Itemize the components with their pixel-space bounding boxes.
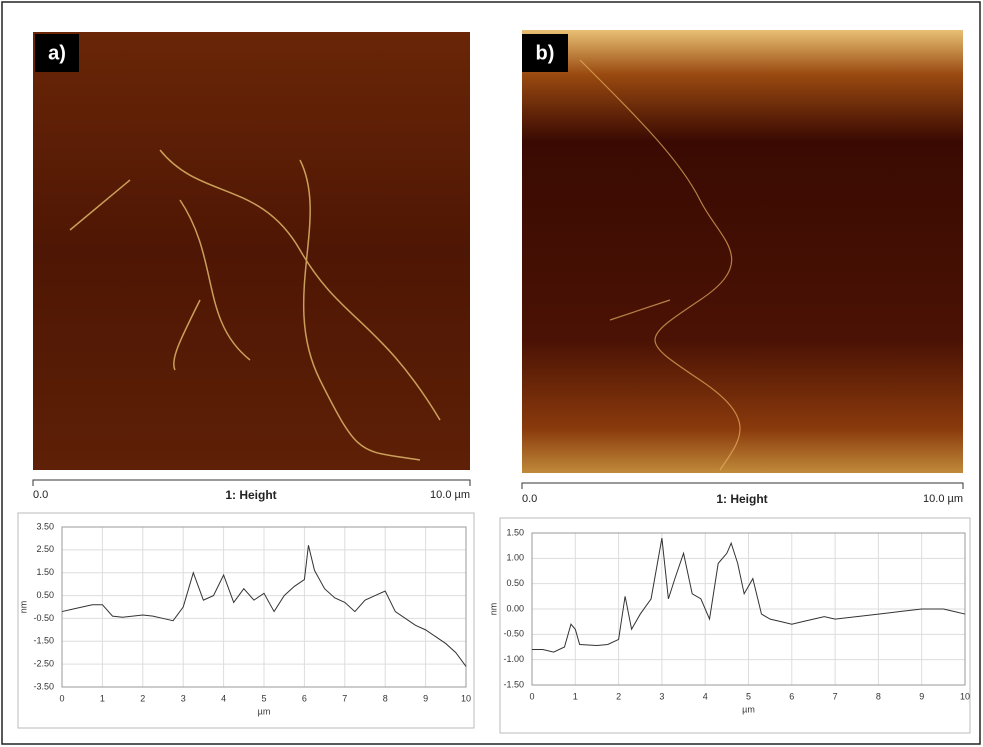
x-tick-label: 7 bbox=[833, 691, 838, 701]
x-tick-label: 9 bbox=[423, 693, 428, 703]
y-tick-label: 2.50 bbox=[36, 544, 54, 554]
scale-title: 1: Height bbox=[716, 492, 767, 506]
fibrils bbox=[579, 59, 741, 471]
y-tick-label: 3.50 bbox=[36, 521, 54, 531]
plot-area bbox=[61, 526, 467, 688]
y-axis-label: nm bbox=[488, 603, 498, 616]
x-tick-label: 7 bbox=[342, 693, 347, 703]
scale-end: 10.0 µm bbox=[923, 493, 963, 505]
scale-bar bbox=[32, 479, 964, 489]
scale-start: 0.0 bbox=[522, 493, 537, 505]
x-tick-label: 3 bbox=[181, 693, 186, 703]
x-tick-label: 6 bbox=[789, 691, 794, 701]
chart-frame bbox=[499, 517, 971, 734]
afm-image bbox=[33, 32, 470, 470]
panel-label: b) bbox=[536, 42, 555, 64]
x-axis-label: µm bbox=[258, 706, 271, 716]
x-tick-label: 1 bbox=[573, 691, 578, 701]
fibrils bbox=[69, 149, 441, 461]
x-tick-label: 0 bbox=[59, 693, 64, 703]
scale-title: 1: Height bbox=[225, 488, 276, 502]
y-tick-label: -0.50 bbox=[33, 613, 54, 623]
y-tick-label: 0.00 bbox=[506, 603, 524, 613]
y-tick-label: -1.50 bbox=[503, 679, 524, 689]
x-tick-label: 9 bbox=[919, 691, 924, 701]
x-tick-label: 5 bbox=[261, 693, 266, 703]
x-tick-label: 4 bbox=[221, 693, 226, 703]
x-tick-label: 10 bbox=[461, 693, 471, 703]
plot-area bbox=[531, 532, 966, 686]
y-axis-label: nm bbox=[18, 601, 28, 614]
x-tick-label: 10 bbox=[960, 691, 970, 701]
y-tick-label: -3.50 bbox=[33, 681, 54, 691]
y-tick-label: 1.00 bbox=[506, 553, 524, 563]
afm-image bbox=[522, 30, 963, 473]
y-tick-label: 0.50 bbox=[36, 590, 54, 600]
x-tick-label: 5 bbox=[746, 691, 751, 701]
x-tick-label: 6 bbox=[302, 693, 307, 703]
x-tick-label: 2 bbox=[140, 693, 145, 703]
x-tick-label: 3 bbox=[659, 691, 664, 701]
x-axis-label: µm bbox=[742, 704, 755, 714]
x-tick-label: 1 bbox=[100, 693, 105, 703]
x-tick-label: 8 bbox=[383, 693, 388, 703]
y-tick-label: -2.50 bbox=[33, 659, 54, 669]
profile-line bbox=[61, 545, 467, 667]
x-tick-label: 8 bbox=[876, 691, 881, 701]
scale-start: 0.0 bbox=[33, 489, 48, 501]
y-tick-label: 1.50 bbox=[36, 567, 54, 577]
x-tick-label: 2 bbox=[616, 691, 621, 701]
chart-frame bbox=[17, 512, 475, 729]
profile-line bbox=[532, 537, 966, 653]
scale-end: 10.0 µm bbox=[430, 489, 470, 501]
y-tick-label: -1.00 bbox=[503, 654, 524, 664]
x-tick-label: 4 bbox=[703, 691, 708, 701]
y-tick-label: -0.50 bbox=[503, 629, 524, 639]
label-box bbox=[522, 34, 568, 72]
x-tick-label: 0 bbox=[529, 691, 534, 701]
y-tick-label: 1.50 bbox=[506, 527, 524, 537]
y-tick-label: -1.50 bbox=[33, 636, 54, 646]
panel-label: a) bbox=[48, 42, 66, 64]
label-box bbox=[35, 34, 79, 72]
y-tick-label: 0.50 bbox=[506, 578, 524, 588]
